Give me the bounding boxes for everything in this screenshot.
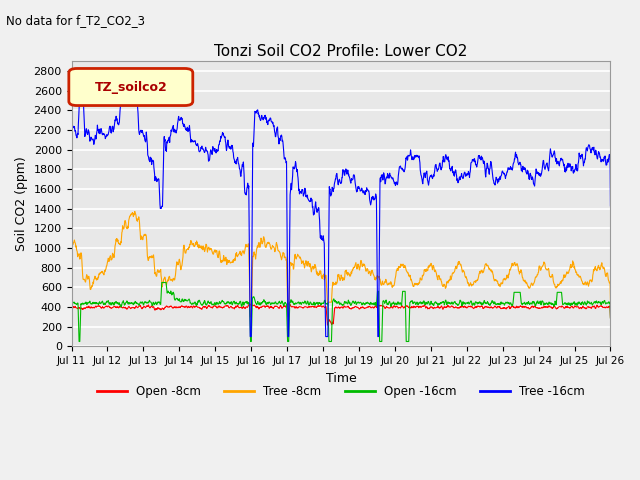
Open -16cm	[375, 305, 383, 311]
Tree -8cm	[131, 209, 139, 215]
Line: Tree -16cm: Tree -16cm	[72, 79, 611, 336]
Tree -8cm	[607, 297, 614, 302]
Tree -8cm	[246, 314, 254, 320]
Open -16cm	[158, 280, 166, 286]
Tree -16cm	[375, 296, 383, 302]
Text: No data for f_T2_CO2_3: No data for f_T2_CO2_3	[6, 14, 145, 27]
Open -16cm	[318, 300, 326, 306]
Title: Tonzi Soil CO2 Profile: Lower CO2: Tonzi Soil CO2 Profile: Lower CO2	[214, 44, 468, 59]
Tree -16cm	[297, 189, 305, 194]
Tree -16cm	[132, 92, 140, 98]
Line: Open -8cm: Open -8cm	[72, 303, 611, 328]
Open -16cm	[132, 299, 140, 305]
Open -8cm	[317, 304, 325, 310]
Open -8cm	[284, 300, 292, 306]
Open -16cm	[297, 300, 305, 306]
Open -8cm	[607, 315, 614, 321]
Open -16cm	[68, 316, 76, 322]
Line: Open -16cm: Open -16cm	[72, 283, 611, 341]
Line: Tree -8cm: Tree -8cm	[72, 212, 611, 317]
Tree -16cm	[308, 197, 316, 203]
Tree -16cm	[126, 76, 134, 82]
Open -8cm	[374, 302, 382, 308]
Open -8cm	[131, 305, 139, 311]
Tree -8cm	[318, 274, 326, 279]
Tree -16cm	[109, 129, 117, 135]
FancyBboxPatch shape	[69, 69, 193, 106]
Tree -16cm	[246, 334, 254, 339]
Open -8cm	[68, 325, 76, 331]
Tree -8cm	[132, 211, 140, 216]
Tree -16cm	[68, 235, 76, 240]
Open -8cm	[109, 304, 117, 310]
Open -16cm	[76, 338, 83, 344]
Tree -8cm	[308, 265, 316, 271]
Open -8cm	[297, 304, 305, 310]
Tree -16cm	[607, 203, 614, 209]
Open -16cm	[308, 301, 316, 307]
Tree -8cm	[68, 292, 76, 298]
Open -16cm	[109, 301, 117, 307]
Open -16cm	[607, 315, 614, 321]
Tree -8cm	[109, 252, 117, 258]
Y-axis label: Soil CO2 (ppm): Soil CO2 (ppm)	[15, 156, 28, 251]
Tree -8cm	[297, 256, 305, 262]
Text: TZ_soilco2: TZ_soilco2	[95, 81, 167, 94]
Open -8cm	[308, 304, 316, 310]
Tree -8cm	[375, 275, 383, 281]
Legend: Open -8cm, Tree -8cm, Open -16cm, Tree -16cm: Open -8cm, Tree -8cm, Open -16cm, Tree -…	[92, 381, 589, 403]
X-axis label: Time: Time	[326, 372, 356, 384]
Tree -16cm	[318, 237, 326, 242]
